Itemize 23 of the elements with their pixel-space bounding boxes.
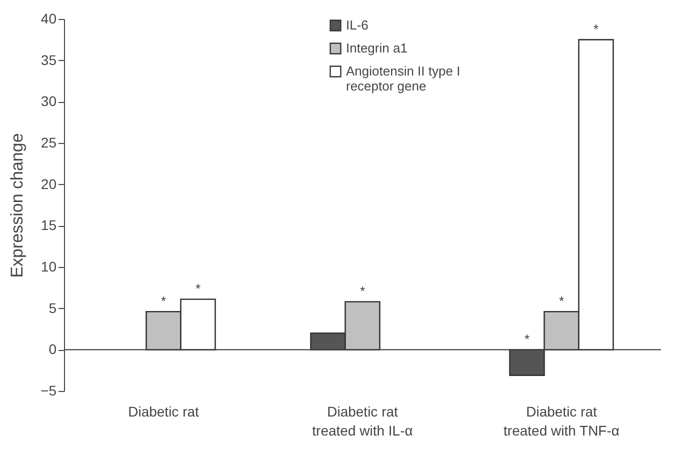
legend-label: Angiotensin II type I receptor gene [346,64,460,94]
y-tick-label: 25 [40,134,57,150]
x-tick-label: Diabetic rat [128,404,200,420]
y-axis-title: Expression change [8,133,27,278]
legend-label: Integrin a1 [346,40,408,56]
y-tick-label: 20 [40,176,57,192]
y-tick-label: 5 [48,300,57,316]
y-tick-label: −5 [40,382,57,398]
data-label: * [558,294,564,309]
data-label: * [593,22,599,37]
data-label: * [360,284,366,299]
y-tick-label: 15 [40,217,57,234]
data-label: * [160,294,166,309]
x-tick-label: Diabetic rat treated with TNF-α [504,404,620,438]
data-label: * [524,332,530,347]
data-label: * [195,281,201,296]
x-tick-label: Diabetic rat treated with IL-α [312,404,413,438]
y-tick-label: 40 [40,10,57,26]
y-tick-label: 30 [40,93,57,110]
y-tick-label: 35 [40,52,57,68]
y-tick-label: 10 [40,258,57,274]
legend-label: IL-6 [346,18,368,32]
y-tick-label: 0 [48,341,57,358]
